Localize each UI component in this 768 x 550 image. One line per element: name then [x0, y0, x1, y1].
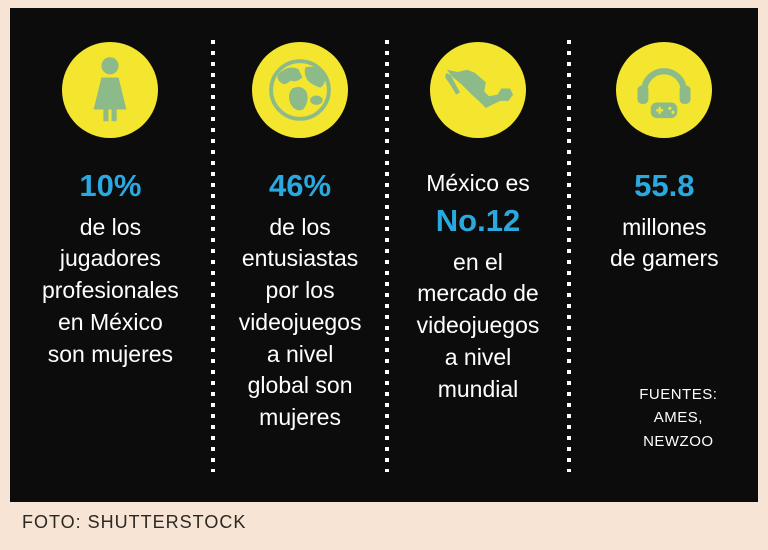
stat-value: 10%	[79, 168, 142, 203]
stat-text: de los entusiastas por los videojuegos a…	[238, 213, 362, 431]
stat-value: No.12	[435, 203, 521, 239]
stat-column-pro-players: 10% de los jugadores profesionales en Mé…	[10, 8, 211, 502]
headset-controller-icon	[625, 51, 703, 129]
stat-value: 55.8	[634, 168, 695, 203]
stat-pre-text: México es	[426, 170, 530, 196]
photo-credit: FOTO: SHUTTERSTOCK	[22, 512, 247, 532]
column-divider	[210, 40, 215, 472]
stat-value: 46%	[269, 168, 332, 203]
stat-text: millones de gamers	[609, 213, 719, 272]
sources-note: FUENTES: AMES, NEWZOO	[639, 386, 718, 450]
column-divider	[385, 40, 390, 472]
icon-circle	[430, 42, 526, 138]
woman-icon	[71, 51, 149, 129]
stat-column-gamers-total: 55.8 millones de gamers FUENTES: AMES, N…	[571, 8, 758, 502]
icon-circle	[616, 42, 713, 138]
icon-circle	[252, 42, 349, 138]
icon-circle	[62, 42, 159, 138]
stat-column-global-enthusiasts: 46% de los entusiastas por los videojueg…	[215, 8, 386, 502]
infographic-panel: 10% de los jugadores profesionales en Mé…	[10, 8, 758, 502]
mexico-map-icon	[439, 51, 517, 129]
stat-text: en el mercado de videojuegos a nivel mun…	[416, 248, 540, 402]
stat-text: de los jugadores profesionales en México…	[41, 213, 179, 367]
column-divider	[566, 40, 571, 472]
stat-column-market-rank: México es No.12 en el mercado de videoju…	[389, 8, 566, 502]
globe-icon	[261, 51, 339, 129]
